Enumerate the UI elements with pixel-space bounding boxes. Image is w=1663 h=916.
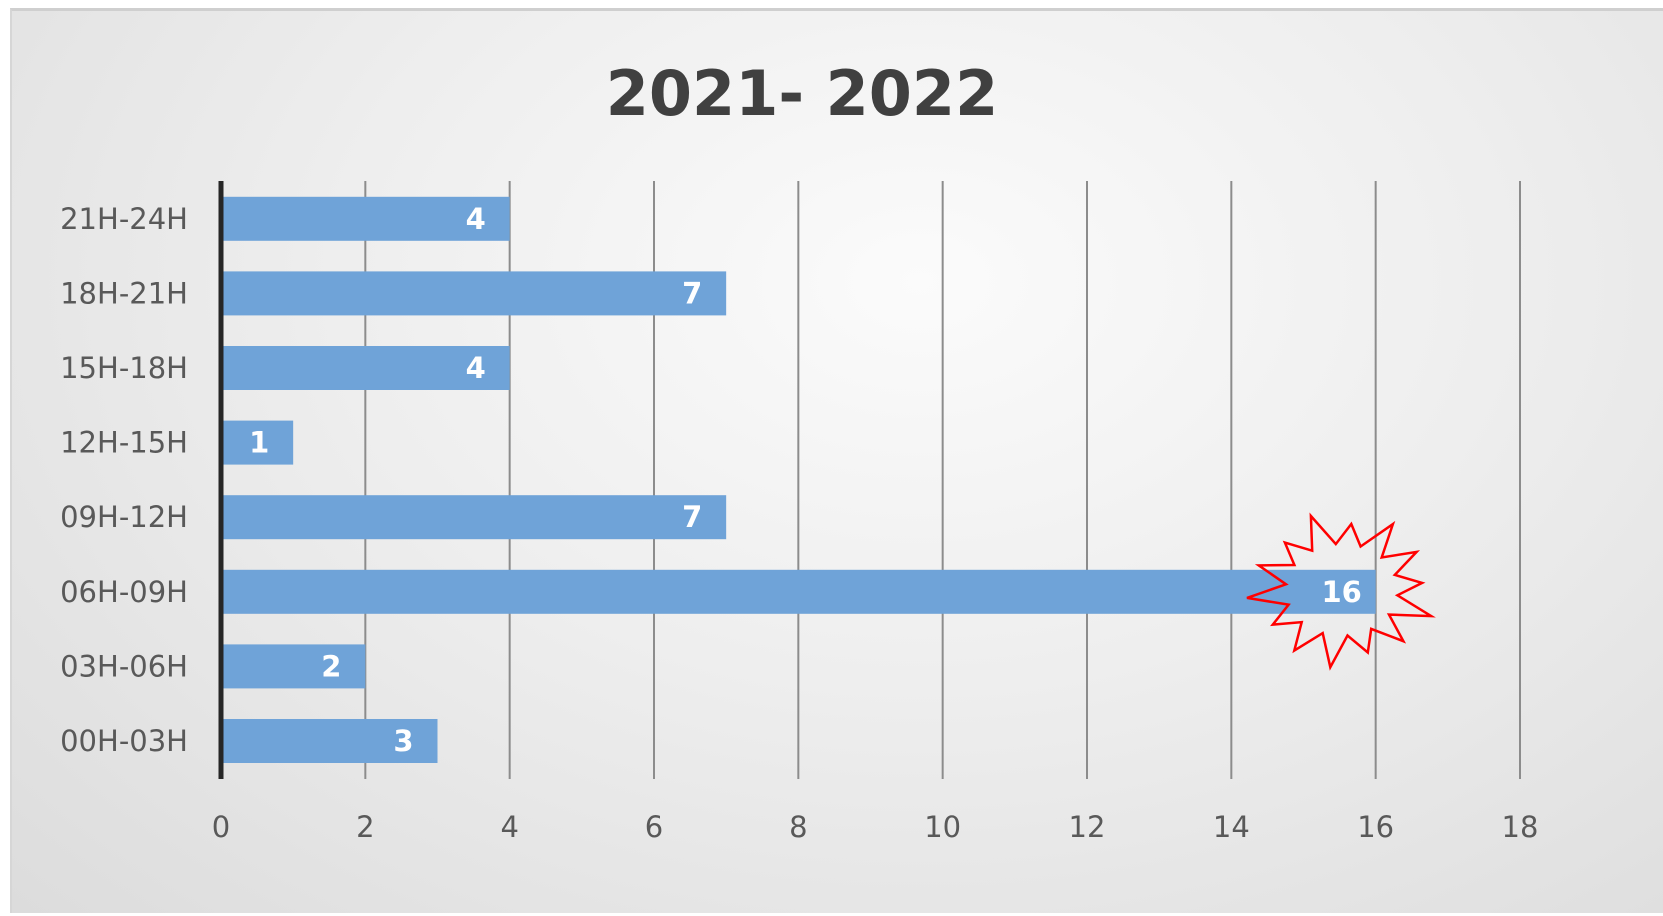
bar-00H-03H [221,719,438,763]
data-label: 4 [466,202,486,236]
category-label: 00H-03H [60,724,188,758]
x-tick-label: 8 [789,810,807,844]
category-label: 15H-18H [60,351,188,385]
x-tick-label: 14 [1213,810,1250,844]
bar-06H-09H [221,569,1376,614]
bar-03H-06H [221,644,366,689]
bar-15H-18H [221,346,510,390]
bar-09H-12H [221,495,727,540]
data-label: 3 [393,724,413,758]
chart-title: 2021- 2022 [606,57,998,130]
gridlines [364,181,1521,779]
x-tick-labels: 0 2 4 6 8 10 12 14 16 18 [212,810,1539,844]
x-tick-label: 12 [1069,810,1106,844]
x-tick-label: 4 [500,810,518,844]
x-tick-label: 2 [356,810,374,844]
data-label: 2 [321,649,341,683]
x-tick-label: 0 [212,810,230,844]
x-tick-label: 18 [1502,810,1539,844]
bar-21H-24H [221,196,510,241]
category-label: 21H-24H [60,202,188,236]
category-label: 09H-12H [60,500,188,534]
category-label: 12H-15H [60,426,188,460]
bars [221,196,1376,763]
data-labels: 3 2 16 7 1 4 7 4 [249,202,1362,758]
chart-area: 2021- 2022 00H-03H 03H-06H 06H-09H 09H-12H 1… [10,8,1663,913]
bar-18H-21H [221,271,727,316]
bar-12H-15H [221,420,294,465]
category-labels: 00H-03H 03H-06H 06H-09H 09H-12H 12H-15H 15H-1… [60,202,188,758]
data-label: 1 [249,426,269,460]
x-tick-label: 16 [1357,810,1394,844]
data-label: 7 [682,500,702,534]
category-label: 18H-21H [60,276,188,310]
data-label: 7 [682,276,702,310]
highlight-starburst [1246,512,1436,671]
x-tick-label: 10 [924,810,961,844]
x-tick-label: 6 [645,810,663,844]
bar-chart: 2021- 2022 00H-03H 03H-06H 06H-09H 09H-12H 1… [60,57,1539,844]
category-label: 03H-06H [60,649,188,683]
category-label: 06H-09H [60,575,188,609]
data-label: 4 [466,351,486,385]
data-label: 16 [1321,575,1361,609]
